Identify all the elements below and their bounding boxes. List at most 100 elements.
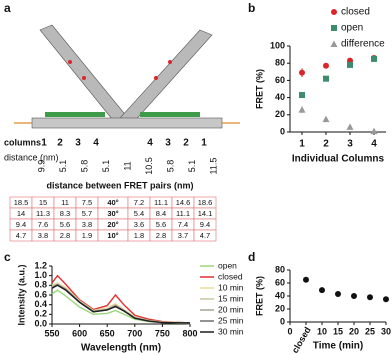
base bbox=[31, 117, 223, 129]
table-text: 8.4 bbox=[156, 209, 166, 218]
table-text: 8.3 bbox=[60, 209, 70, 218]
table-text: 4.7 bbox=[16, 231, 26, 240]
x-tick-label: 750 bbox=[155, 328, 170, 338]
table-text: 15 bbox=[39, 198, 47, 207]
point bbox=[370, 127, 378, 135]
y-tick-label: 0 bbox=[280, 126, 285, 136]
table-text: 2.8 bbox=[60, 231, 70, 240]
distance-value: 5.1 bbox=[101, 160, 111, 173]
x-tick-label: 600 bbox=[72, 328, 87, 338]
x-tick-label: 3 bbox=[347, 139, 353, 150]
dye bbox=[68, 60, 72, 64]
point bbox=[322, 115, 330, 123]
x-tick-label: 1 bbox=[299, 139, 305, 150]
table-text: 11 bbox=[61, 198, 69, 207]
table-text: 18.5 bbox=[14, 198, 29, 207]
column-number: 1 bbox=[41, 138, 47, 149]
table-text: 5.6 bbox=[156, 220, 166, 229]
y-tick-label: 80 bbox=[275, 58, 285, 68]
table-text: 11.1 bbox=[154, 198, 168, 207]
legend-label: 15 min bbox=[218, 293, 244, 303]
column-number: 3 bbox=[75, 138, 81, 149]
x-tick-label: 550 bbox=[44, 328, 59, 338]
table-text: 3.7 bbox=[178, 231, 188, 240]
line bbox=[51, 274, 191, 324]
table-text: 2.8 bbox=[156, 231, 166, 240]
distance-label: distance (nm) bbox=[4, 152, 59, 162]
column-number: 1 bbox=[201, 138, 207, 149]
point bbox=[319, 287, 325, 294]
x-tick-label: 25 bbox=[365, 326, 375, 336]
x-tick-label: 30 bbox=[381, 326, 391, 336]
point bbox=[330, 40, 338, 47]
table-text: 10° bbox=[107, 231, 118, 240]
column-number: 2 bbox=[183, 138, 189, 149]
point bbox=[303, 276, 309, 283]
line bbox=[51, 284, 191, 324]
table-text: 40° bbox=[107, 198, 118, 207]
origami-diagram bbox=[14, 24, 240, 129]
dye bbox=[154, 76, 158, 80]
table-text: 3.8 bbox=[38, 231, 48, 240]
table-text: 18.6 bbox=[198, 198, 213, 207]
x-axis-label: Time (min) bbox=[313, 341, 363, 352]
table-text: 4.7 bbox=[200, 231, 210, 240]
table-text: 11.3 bbox=[36, 209, 50, 218]
table-text: 3.8 bbox=[82, 220, 92, 229]
table-text: 14 bbox=[17, 209, 25, 218]
panel-label: d bbox=[248, 250, 255, 264]
line bbox=[51, 282, 191, 324]
distance-value: 11 bbox=[122, 161, 132, 170]
x-tick-label: 15 bbox=[333, 326, 343, 336]
table-text: 7.2 bbox=[134, 198, 144, 207]
y-tick-label: 20 bbox=[275, 109, 285, 119]
point bbox=[367, 294, 373, 301]
y-axis-label: FRET (%) bbox=[254, 276, 264, 316]
y-tick-label: 0 bbox=[280, 316, 285, 326]
table-text: 30° bbox=[107, 209, 118, 218]
point bbox=[347, 61, 353, 68]
legend-label: 10 min bbox=[218, 282, 244, 292]
y-tick-label: 0.4 bbox=[34, 299, 47, 309]
legend-label: difference bbox=[341, 39, 385, 50]
line bbox=[51, 284, 191, 324]
point bbox=[351, 293, 357, 299]
table-text: 1.9 bbox=[82, 231, 92, 240]
y-tick-label: 40 bbox=[275, 290, 285, 300]
x-tick-label: 0 bbox=[287, 326, 292, 336]
line bbox=[51, 283, 191, 324]
table-text: 5.4 bbox=[134, 209, 144, 218]
y-tick-label: 1.0 bbox=[34, 270, 47, 280]
distance-value: 10.5 bbox=[144, 157, 154, 175]
right-arm bbox=[119, 29, 213, 125]
point bbox=[371, 55, 377, 62]
column-number: 4 bbox=[93, 138, 99, 149]
legend-label: closed bbox=[341, 7, 370, 18]
x-tick-label: 800 bbox=[182, 328, 197, 338]
point bbox=[323, 62, 329, 69]
point bbox=[299, 92, 305, 99]
y-tick-label: 60 bbox=[275, 277, 285, 287]
table-text: 11.1 bbox=[176, 209, 190, 218]
dye-row bbox=[45, 112, 105, 117]
y-axis-label: Intensity (a.u.) bbox=[16, 264, 26, 325]
table-text: 20° bbox=[107, 220, 118, 229]
panel-label: c bbox=[4, 250, 11, 264]
column-number: 3 bbox=[165, 138, 171, 149]
dye-row bbox=[140, 112, 200, 117]
y-tick-label: 1.2 bbox=[34, 260, 47, 270]
panel-label: a bbox=[4, 1, 11, 15]
x-tick-label: 2 bbox=[323, 139, 329, 150]
legend-label: 30 min bbox=[218, 326, 244, 336]
table-text: 14.1 bbox=[198, 209, 213, 218]
point bbox=[323, 75, 329, 82]
table-title: distance between FRET pairs (nm) bbox=[46, 180, 193, 190]
table-text: 9.4 bbox=[200, 220, 210, 229]
distance-value: 5.1 bbox=[58, 160, 68, 173]
distance-value: 9.9 bbox=[36, 160, 46, 173]
legend-label: closed bbox=[218, 271, 243, 281]
panel-label: b bbox=[248, 1, 255, 15]
table-text: 9.4 bbox=[16, 220, 26, 229]
table-text: 5.7 bbox=[82, 209, 92, 218]
